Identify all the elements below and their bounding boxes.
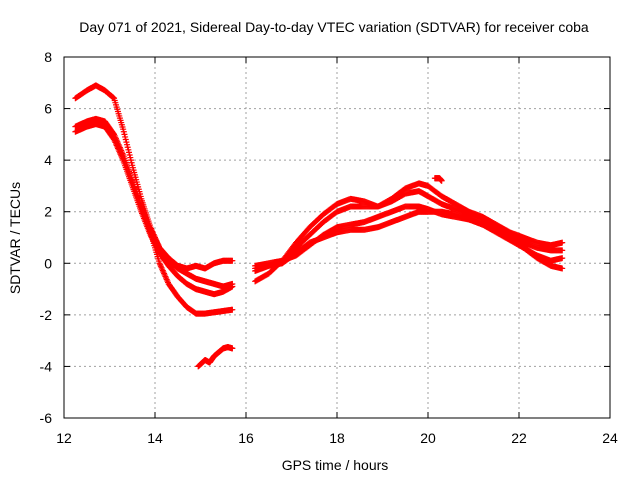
x-tick-label: 22: [511, 430, 527, 446]
axis-ticks: [63, 56, 611, 419]
series-track-j: [431, 175, 445, 184]
data-points: [72, 82, 566, 370]
x-tick-label: 12: [56, 430, 72, 446]
x-tick-label: 14: [147, 430, 163, 446]
y-tick-label: 0: [44, 255, 52, 271]
series-track-c: [72, 121, 236, 298]
y-tick-label: 6: [44, 101, 52, 117]
y-tick-label: 2: [44, 204, 52, 220]
data-point: [559, 265, 566, 272]
x-tick-label: 20: [420, 430, 436, 446]
y-tick-label: 8: [44, 49, 52, 65]
series-track-g: [252, 188, 566, 275]
data-point: [229, 345, 236, 352]
y-axis-label: SDTVAR / TECUs: [7, 182, 23, 294]
data-point: [559, 239, 566, 246]
y-tick-label: -6: [40, 410, 53, 426]
data-point: [229, 257, 236, 264]
data-point: [229, 283, 236, 290]
data-point: [559, 247, 566, 254]
x-tick-label: 24: [602, 430, 618, 446]
series-track-e: [195, 344, 236, 370]
chart-title: Day 071 of 2021, Sidereal Day-to-day VTE…: [79, 19, 589, 35]
data-point: [229, 306, 236, 313]
series-track-i: [252, 208, 566, 272]
x-tick-label: 18: [329, 430, 345, 446]
data-point: [438, 177, 445, 184]
y-tick-label: 4: [44, 152, 52, 168]
series-track-d: [138, 203, 236, 317]
y-tick-label: -2: [40, 307, 53, 323]
y-tick-label: -4: [40, 358, 53, 374]
x-tick-label: 16: [238, 430, 254, 446]
x-axis-label: GPS time / hours: [282, 457, 389, 473]
data-point: [559, 255, 566, 262]
